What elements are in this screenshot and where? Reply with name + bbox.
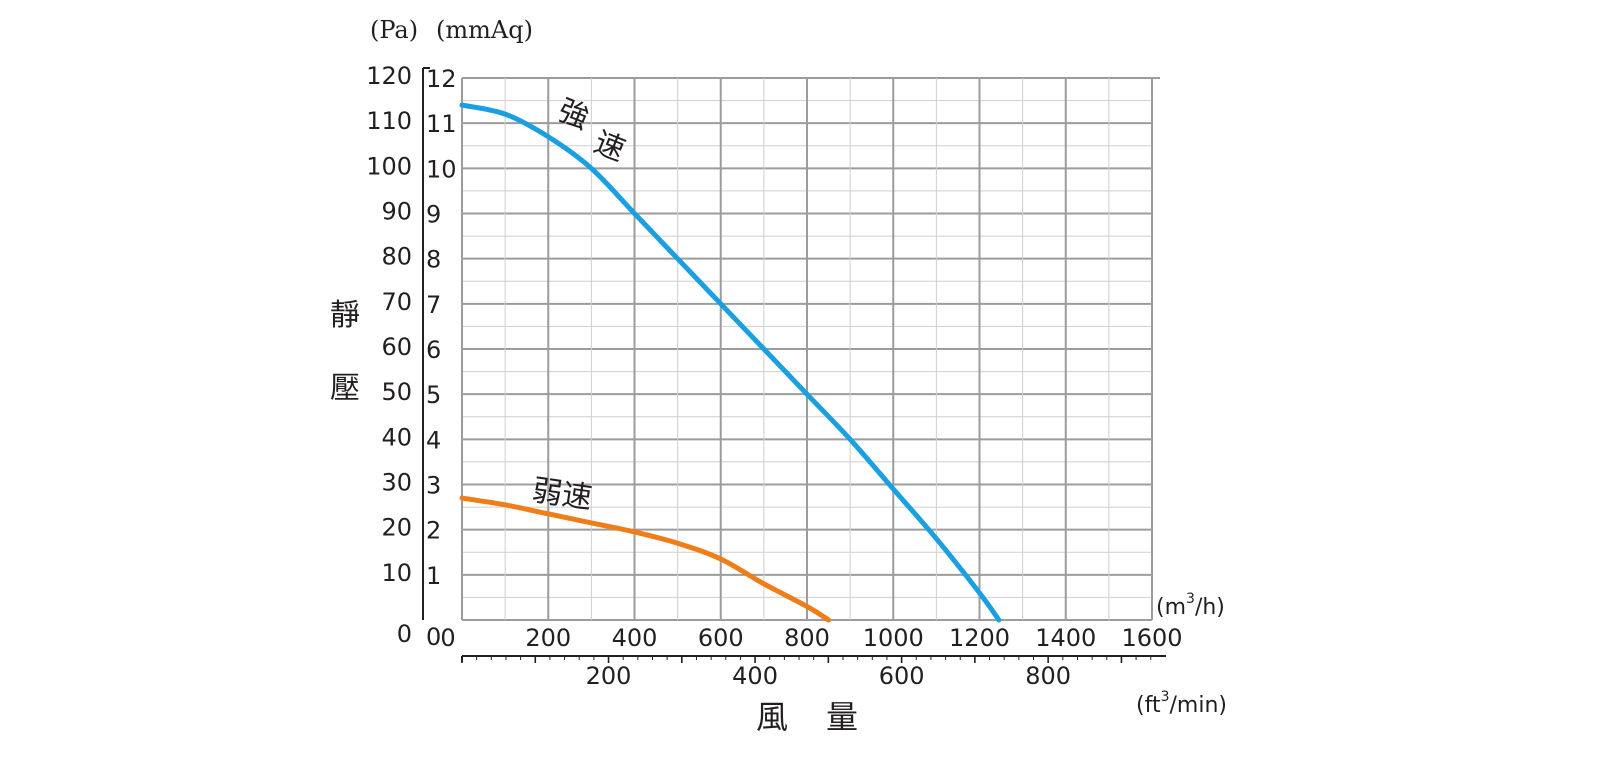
x-tick-label-m3h: 400 — [612, 624, 658, 652]
y-tick-label-mmaq: 4 — [426, 426, 441, 454]
x-tick-label-m3h: 1000 — [863, 624, 924, 652]
x-tick-label-m3h: 200 — [525, 624, 571, 652]
y-tick-label-pa: 10 — [381, 559, 412, 587]
x-tick-label-m3h: 1200 — [949, 624, 1010, 652]
x-tick-label-cfm: 200 — [586, 662, 632, 690]
y-tick-label-mmaq: 5 — [426, 381, 441, 409]
y-tick-label-mmaq: 1 — [426, 562, 441, 590]
x-tick-label-m3h: 600 — [698, 624, 744, 652]
x-tick-label-m3h: 1400 — [1035, 624, 1096, 652]
x-unit-m3h: (m3/h) — [1156, 591, 1225, 620]
axes: 0102030405060708090100110120012345678910… — [366, 62, 1182, 690]
y-tick-label-mmaq: 0 — [426, 623, 441, 651]
series-line-strong — [459, 102, 1002, 623]
y-unit-pa: (Pa) — [370, 16, 418, 44]
y-tick-label-pa: 40 — [381, 423, 412, 451]
y-tick-label-pa: 120 — [366, 62, 412, 90]
y-tick-label-pa: 0 — [397, 620, 412, 648]
x-tick-label-m3h: 800 — [784, 624, 830, 652]
grid — [461, 77, 1160, 621]
y-tick-label-mmaq: 12 — [426, 65, 457, 93]
y-tick-label-pa: 30 — [381, 469, 412, 497]
y-axis-label-char-1: 靜 — [330, 299, 360, 332]
y-tick-label-mmaq: 11 — [426, 110, 457, 138]
y-tick-label-mmaq: 10 — [426, 155, 457, 183]
y-tick-label-pa: 90 — [381, 198, 412, 226]
y-tick-label-pa: 50 — [381, 378, 412, 406]
x-tick-label-cfm: 600 — [879, 662, 925, 690]
x-unit-ft3min: (ft3/min) — [1136, 689, 1227, 718]
y-tick-label-pa: 100 — [366, 152, 412, 180]
y-tick-label-mmaq: 8 — [426, 246, 441, 274]
x-tick-label-cfm: 400 — [732, 662, 778, 690]
y-tick-label-pa: 20 — [381, 514, 412, 542]
curves — [459, 102, 1002, 623]
y-tick-label-mmaq: 2 — [426, 517, 441, 545]
x-tick-label-cfm: 800 — [1025, 662, 1071, 690]
y-tick-label-mmaq: 7 — [426, 291, 441, 319]
x-tick-label-m3h: 1600 — [1121, 624, 1182, 652]
y-tick-label-mmaq: 3 — [426, 472, 441, 500]
y-axis-label-char-2: 壓 — [330, 372, 360, 405]
y-tick-label-mmaq: 9 — [426, 201, 441, 229]
y-tick-label-mmaq: 6 — [426, 336, 441, 364]
series-line-weak — [459, 495, 832, 623]
y-tick-label-pa: 60 — [381, 333, 412, 361]
x-axis-label-char-1: 風 — [756, 699, 788, 735]
series-label-strong-char-2: 速 — [589, 126, 629, 168]
series-label-weak: 弱速 — [530, 474, 594, 515]
y-tick-label-pa: 110 — [366, 107, 412, 135]
x-tick-label-m3h: 0 — [440, 624, 455, 652]
x-axis-label-char-2: 量 — [826, 699, 858, 735]
y-tick-label-pa: 80 — [381, 243, 412, 271]
y-tick-label-pa: 70 — [381, 288, 412, 316]
y-unit-mmaq: (mmAq) — [436, 16, 533, 44]
